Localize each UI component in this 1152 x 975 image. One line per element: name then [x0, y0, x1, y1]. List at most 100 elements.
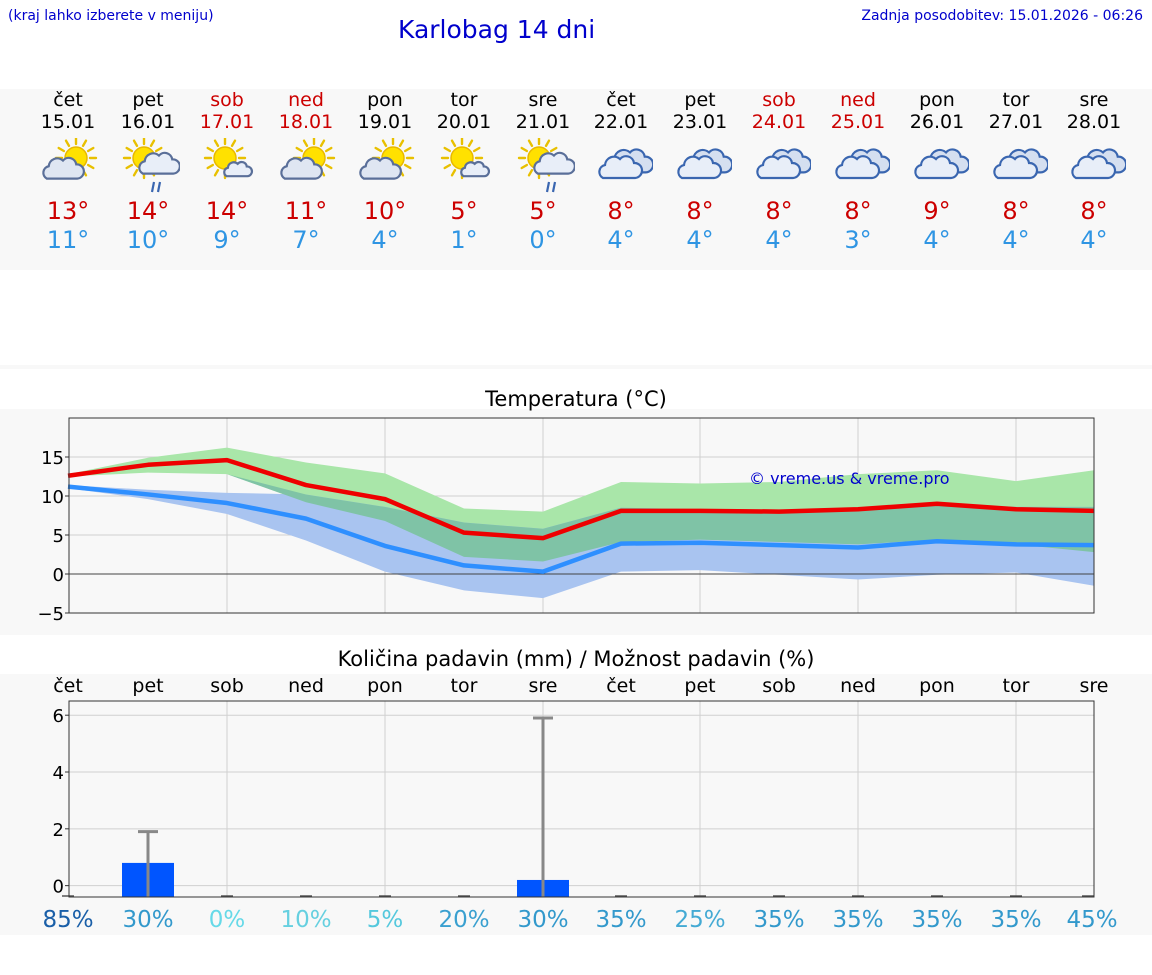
max-temperature: 5° [529, 197, 557, 225]
precip-probability: 0% [209, 907, 246, 933]
day-date: 23.01 [672, 111, 728, 133]
precip-day-label: ned [840, 675, 876, 697]
max-temperature: 8° [1080, 197, 1108, 225]
plot-frame [68, 700, 1095, 898]
day-name: sre [1079, 89, 1109, 111]
day-name: pon [919, 89, 955, 111]
day-date: 25.01 [830, 111, 886, 133]
max-temperature: 14° [126, 197, 170, 225]
precip-probability: 35% [753, 907, 804, 933]
precip-day-label: pet [132, 675, 163, 697]
day-name: čet [606, 89, 636, 111]
precip-day-label: sre [529, 675, 558, 697]
precip-day-label: sob [210, 675, 244, 697]
y-tick-label: 0 [53, 565, 64, 586]
max-temperature: 8° [686, 197, 714, 225]
day-date: 21.01 [515, 111, 571, 133]
sun-small-cloud-icon [203, 138, 254, 180]
y-tick-label: 0 [53, 877, 64, 898]
partly-cloudy-sun-icon [42, 138, 98, 180]
min-temperature: 4° [371, 226, 399, 254]
day-name: čet [53, 89, 83, 111]
precip-probability: 35% [990, 907, 1041, 933]
sun-cloud-rain-icon [122, 138, 180, 193]
day-date: 20.01 [436, 111, 492, 133]
precip-day-label: čet [53, 675, 83, 697]
day-name: ned [840, 89, 876, 111]
precip-day-label: čet [606, 675, 636, 697]
max-temperature: 8° [607, 197, 635, 225]
min-temperature: 4° [765, 226, 793, 254]
max-temperature: 9° [923, 197, 951, 225]
min-temperature: 4° [1080, 226, 1108, 254]
cloudy-icon [914, 148, 969, 180]
page-title: Karlobag 14 dni [398, 15, 596, 44]
precip-day-label: pon [367, 675, 403, 697]
min-temperature: 3° [844, 226, 872, 254]
overlap-band [68, 472, 1094, 562]
day-date: 17.01 [199, 111, 255, 133]
copyright-watermark: © vreme.us & vreme.pro [749, 469, 950, 488]
precip-probability: 10% [280, 907, 331, 933]
max-temperature: 5° [450, 197, 478, 225]
cloudy-icon [835, 148, 890, 180]
y-tick-label: 2 [53, 820, 64, 841]
max-temperature: 8° [1002, 197, 1030, 225]
day-date: 15.01 [40, 111, 96, 133]
min-temperature: 9° [213, 226, 241, 254]
temperature-chart-title: Temperatura (°C) [485, 387, 667, 411]
cloudy-icon [1071, 148, 1126, 180]
last-updated: Zadnja posodobitev: 15.01.2026 - 06:26 [861, 8, 1143, 24]
precip-probability: 35% [832, 907, 883, 933]
precip-probability: 5% [367, 907, 404, 933]
precipitation-chart: čet pet sob ned pon tor sre čet pet sob ned pon tor s… [42, 675, 1117, 933]
day-name: tor [1002, 89, 1030, 111]
precip-probability: 30% [517, 907, 568, 933]
min-temperature: 10° [126, 226, 170, 254]
min-temperature: 4° [686, 226, 714, 254]
day-name: tor [450, 89, 478, 111]
min-temperature: 7° [292, 226, 320, 254]
precip-day-label: sob [762, 675, 796, 697]
cloudy-icon [677, 148, 732, 180]
y-tick-label: −5 [37, 604, 64, 625]
temperature-chart: −5 0 5 10 15 © vreme.us & vreme.pro [37, 417, 1095, 625]
day-date: 22.01 [593, 111, 649, 133]
max-temperature: 11° [284, 197, 328, 225]
cloudy-icon [756, 148, 811, 180]
max-temperature: 10° [363, 197, 407, 225]
precip-day-label: tor [1003, 675, 1030, 697]
max-temperature: 8° [844, 197, 872, 225]
precip-probability: 85% [42, 907, 93, 933]
y-tick-label: 4 [53, 763, 64, 784]
min-temperature: 4° [1002, 226, 1030, 254]
min-temperature: 4° [923, 226, 951, 254]
min-temperature: 11° [46, 226, 90, 254]
precip-day-label: pet [684, 675, 715, 697]
precip-probability: 35% [911, 907, 962, 933]
day-name: sob [210, 89, 244, 111]
precip-day-label: tor [451, 675, 478, 697]
partly-cloudy-sun-icon [359, 138, 415, 180]
precip-probability: 20% [438, 907, 489, 933]
y-tick-label: 6 [53, 706, 64, 727]
min-temperature: 4° [607, 226, 635, 254]
min-temperature-line [67, 484, 1095, 574]
partly-cloudy-sun-icon [280, 138, 336, 180]
sun-cloud-rain-icon [517, 138, 575, 193]
day-date: 24.01 [751, 111, 807, 133]
day-date: 18.01 [278, 111, 334, 133]
day-date: 16.01 [120, 111, 176, 133]
precip-day-label: ned [288, 675, 324, 697]
precip-probability: 30% [122, 907, 173, 933]
cloudy-icon [993, 148, 1048, 180]
day-name: pet [132, 89, 164, 111]
forecast-band [0, 89, 1152, 270]
day-date: 19.01 [357, 111, 413, 133]
max-temperature: 13° [46, 197, 90, 225]
cloudy-icon [598, 148, 653, 180]
precip-probability: 45% [1066, 907, 1117, 933]
y-tick-label: 5 [53, 526, 64, 547]
day-date: 27.01 [988, 111, 1044, 133]
